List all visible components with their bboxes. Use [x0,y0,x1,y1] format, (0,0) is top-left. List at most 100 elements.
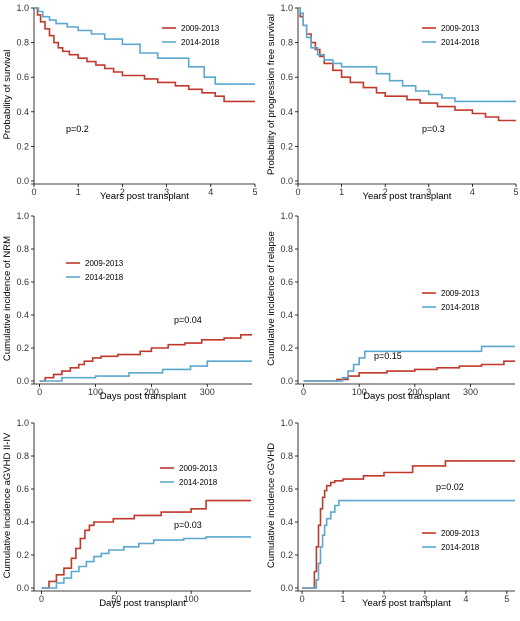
series-line-2014-2018 [302,499,515,589]
chart-panel-6: 0.0 0.2 0.4 0.6 0.8 1.0 0 1 2 3 4 5 Years post trans… [266,418,515,609]
legend-label: 2009-2013 [441,529,480,538]
x-tick-label: 0 [300,594,305,604]
y-tick-label: 0.2 [280,343,293,353]
x-tick-label: 200 [144,387,159,397]
legend-label: 2014-2018 [179,478,218,487]
x-tick-label: 5 [252,187,257,197]
y-tick-label: 0.2 [16,141,29,151]
y-axis-label: Probability of survival [2,50,13,140]
legend-label: 2009-2013 [179,464,218,473]
x-tick-label: 0 [301,387,306,397]
x-tick-label: 4 [208,187,213,197]
series-line-2009-2013 [39,334,252,382]
chart-panel-1: 0.0 0.2 0.4 0.6 0.8 1.0 0 1 2 3 4 5 Years post trans… [2,3,258,202]
chart-panel-3: 0.0 0.2 0.4 0.6 0.8 1.0 0 100 200 300 Days post tr… [2,211,252,402]
y-tick-label: 0.6 [280,72,293,82]
legend-label: 2014-2018 [441,543,480,552]
x-tick-label: 1 [76,187,81,197]
x-tick-label: 2 [120,187,125,197]
p-value-label: p=0.02 [436,482,464,492]
y-tick-label: 0.8 [16,244,29,254]
x-axis-label: Years post transplant [362,598,451,609]
y-tick-label: 0.4 [280,517,293,527]
y-tick-label: 0.8 [280,38,293,48]
y-tick-label: 1.0 [16,211,29,221]
y-tick-label: 1.0 [280,211,293,221]
y-tick-label: 0.8 [16,38,29,48]
y-tick-label: 0.6 [16,484,29,494]
x-tick-label: 2 [383,187,388,197]
x-tick-label: 0 [295,187,300,197]
y-axis-label: Cumulative incidence aGVHD II-IV [2,432,13,578]
y-tick-label: 0.0 [16,583,29,593]
y-tick-label: 0.2 [16,550,29,560]
x-axis-label: Days post transplant [100,391,187,402]
y-axis-label: Cumulative incidence cGVHD [266,443,277,568]
legend-label: 2009-2013 [441,289,480,298]
y-tick-label: 0.4 [16,310,29,320]
x-tick-label: 50 [111,594,121,604]
y-tick-label: 0.6 [280,277,293,287]
x-tick-label: 300 [463,387,478,397]
series-line-2014-2018 [41,536,251,589]
y-tick-label: 1.0 [280,3,293,13]
p-value-label: p=0.2 [66,124,89,134]
y-tick-label: 0.8 [280,244,293,254]
p-value-label: p=0.03 [174,520,202,530]
x-tick-label: 5 [504,594,509,604]
y-tick-label: 0.8 [16,451,29,461]
x-tick-label: 300 [200,387,215,397]
x-axis-label: Years post transplant [100,191,189,202]
legend-label: 2009-2013 [441,24,480,33]
x-tick-label: 0 [31,187,36,197]
x-tick-label: 0 [39,594,44,604]
series-line-2014-2018 [303,345,515,382]
y-tick-label: 0.0 [280,376,293,386]
legend: 2009-2013 2014-2018 [66,259,124,282]
x-tick-label: 4 [470,187,475,197]
x-tick-label: 5 [513,187,518,197]
series-line-2014-2018 [298,7,516,103]
y-tick-label: 0.2 [16,343,29,353]
series-line-2009-2013 [303,360,515,382]
y-tick-label: 1.0 [16,418,29,428]
y-tick-label: 0.6 [280,484,293,494]
y-tick-label: 0.4 [16,107,29,117]
series-line-2009-2013 [41,499,251,589]
y-tick-label: 0.0 [16,176,29,186]
legend: 2009-2013 2014-2018 [160,464,218,487]
x-tick-label: 0 [37,387,42,397]
x-axis-label: Days post transplant [363,391,450,402]
y-tick-label: 0.6 [16,277,29,287]
legend-label: 2014-2018 [441,38,480,47]
x-tick-label: 100 [184,594,199,604]
x-tick-label: 1 [339,187,344,197]
y-tick-label: 0.4 [280,310,293,320]
x-tick-label: 2 [381,594,386,604]
x-tick-label: 200 [407,387,422,397]
p-value-label: p=0.3 [422,124,445,134]
y-tick-label: 0.2 [280,550,293,560]
series-line-2014-2018 [34,7,255,85]
y-tick-label: 0.6 [16,72,29,82]
legend-label: 2009-2013 [181,24,220,33]
x-tick-label: 4 [463,594,468,604]
chart-panel-4: 0.0 0.2 0.4 0.6 0.8 1.0 0 100 200 300 Days post tr… [266,211,515,402]
legend: 2009-2013 2014-2018 [422,24,480,47]
series-line-2009-2013 [302,460,515,589]
y-tick-label: 0.2 [280,141,293,151]
series-line-2009-2013 [34,7,255,103]
x-tick-label: 100 [352,387,367,397]
x-axis-label: Days post transplant [99,598,186,609]
x-tick-label: 3 [164,187,169,197]
y-tick-label: 0.0 [280,176,293,186]
y-axis-label: Probability of progression free survival [266,14,277,175]
series-line-2009-2013 [298,7,516,122]
legend: 2009-2013 2014-2018 [422,529,480,552]
x-tick-label: 3 [422,594,427,604]
y-tick-label: 1.0 [16,3,29,13]
y-axis-label: Cumulative incidence of relapse [266,231,277,366]
y-tick-label: 0.4 [16,517,29,527]
legend: 2009-2013 2014-2018 [422,289,480,312]
